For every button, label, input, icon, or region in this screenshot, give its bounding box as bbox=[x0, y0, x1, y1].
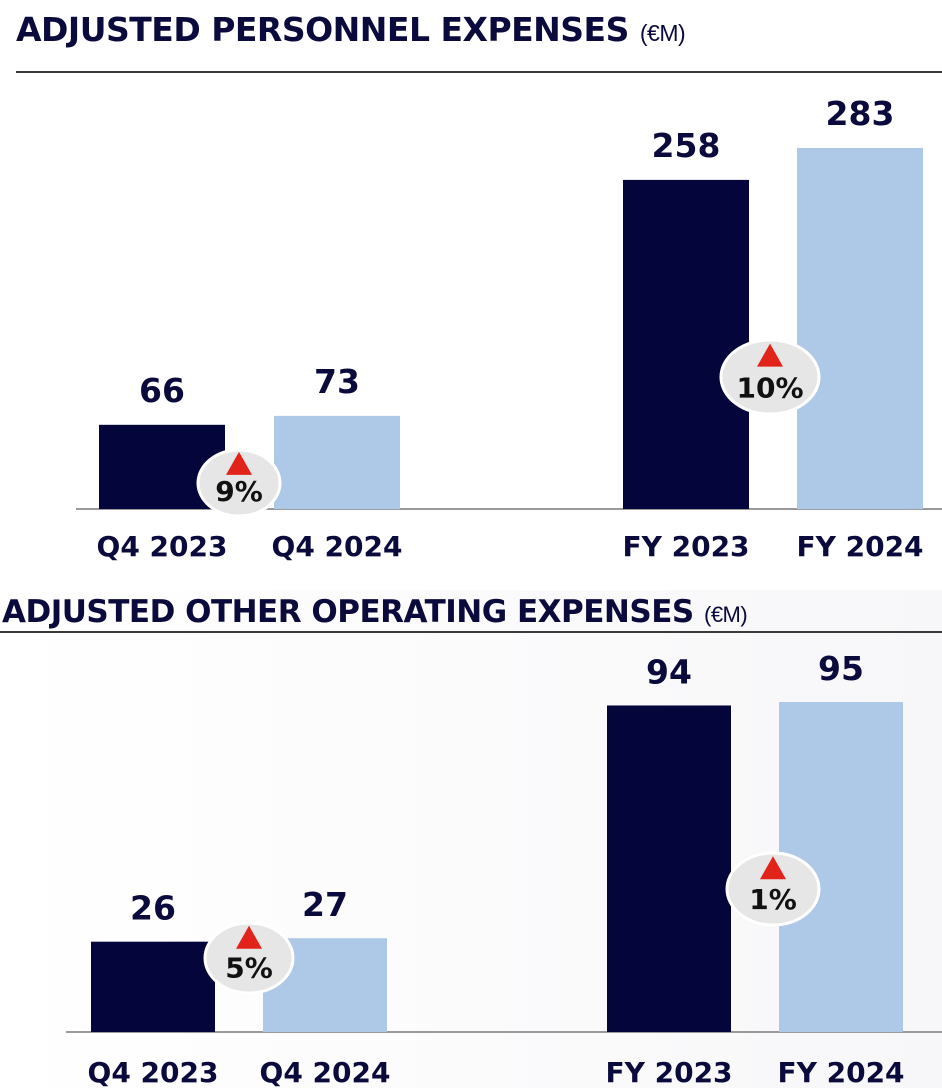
change-badge: 1% bbox=[725, 851, 821, 927]
change-percent: 10% bbox=[736, 371, 803, 404]
change-percent: 1% bbox=[749, 883, 797, 916]
data-label: 26 bbox=[130, 889, 176, 928]
change-badge: 10% bbox=[719, 338, 821, 416]
bar bbox=[91, 941, 215, 1032]
badge-background bbox=[719, 338, 821, 416]
badge-background bbox=[203, 921, 295, 995]
tick-label: FY 2024 bbox=[796, 530, 923, 563]
personnel-expenses-chart: 66 Q4 2023 73 Q4 2024 258 FY 2023 283 FY 2024 9%… bbox=[76, 94, 942, 563]
data-label: 27 bbox=[302, 885, 348, 924]
chart-title-text: ADJUSTED PERSONNEL EXPENSES bbox=[16, 10, 629, 49]
tick-label: Q4 2024 bbox=[272, 530, 403, 563]
title-divider bbox=[16, 71, 942, 73]
data-label: 95 bbox=[818, 649, 864, 688]
badge-background bbox=[725, 851, 821, 927]
bar bbox=[274, 415, 400, 509]
up-arrow-icon bbox=[757, 343, 783, 367]
chart-title: ADJUSTED PERSONNEL EXPENSES (€M) bbox=[16, 10, 686, 49]
up-arrow-icon bbox=[226, 451, 252, 475]
chart-title-text: ADJUSTED OTHER OPERATING EXPENSES bbox=[2, 594, 694, 630]
tick-label: FY 2023 bbox=[622, 530, 749, 563]
data-label: 66 bbox=[139, 371, 185, 410]
badge-background bbox=[196, 448, 282, 518]
bar bbox=[623, 179, 749, 510]
bar bbox=[797, 148, 923, 509]
change-percent: 9% bbox=[215, 475, 263, 508]
tick-label: Q4 2023 bbox=[88, 1056, 219, 1088]
data-label: 258 bbox=[652, 126, 721, 165]
tick-label: FY 2023 bbox=[605, 1056, 732, 1088]
other-operating-expenses-chart: 26 Q4 2023 27 Q4 2024 94 FY 2023 95 FY 2024 5% 1% bbox=[66, 649, 942, 1088]
chart-unit: (€M) bbox=[704, 602, 748, 627]
tick-label: Q4 2023 bbox=[97, 530, 228, 563]
up-arrow-icon bbox=[760, 856, 786, 880]
chart-title: ADJUSTED OTHER OPERATING EXPENSES (€M) bbox=[2, 594, 748, 630]
change-badge: 5% bbox=[203, 921, 295, 995]
data-label: 73 bbox=[314, 362, 360, 401]
chart-unit: (€M) bbox=[639, 20, 686, 46]
change-percent: 5% bbox=[225, 951, 273, 984]
up-arrow-icon bbox=[236, 925, 262, 949]
tick-label: Q4 2024 bbox=[260, 1056, 391, 1088]
bar bbox=[607, 705, 731, 1032]
other-operating-expenses-panel: ADJUSTED OTHER OPERATING EXPENSES (€M) 2… bbox=[0, 590, 942, 1088]
change-badge: 9% bbox=[196, 448, 282, 518]
data-label: 94 bbox=[646, 652, 692, 691]
data-label: 283 bbox=[826, 94, 895, 133]
tick-label: FY 2024 bbox=[777, 1056, 904, 1088]
title-divider bbox=[0, 631, 942, 633]
personnel-expenses-panel: ADJUSTED PERSONNEL EXPENSES (€M) 66 Q4 20… bbox=[16, 10, 942, 563]
